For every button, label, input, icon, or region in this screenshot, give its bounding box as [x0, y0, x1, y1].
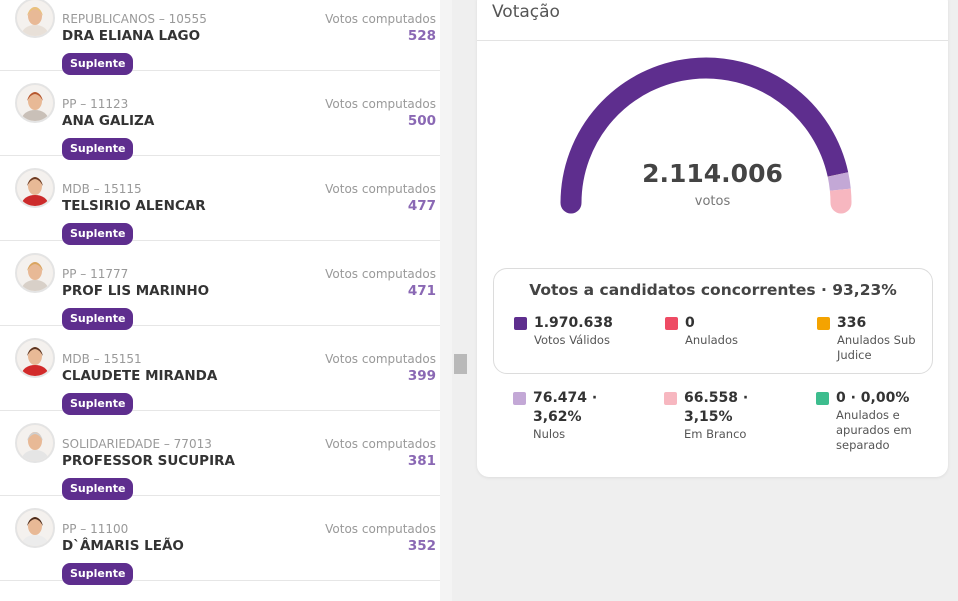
scrollbar-thumb[interactable] [454, 354, 467, 374]
candidate-name: PROF LIS MARINHO [62, 283, 210, 299]
gauge [560, 57, 852, 214]
legend-swatch [514, 317, 527, 330]
legend-label: Em Branco [684, 427, 747, 441]
vote-card: Votação 2.114.006 votos Votos a candidat… [477, 0, 948, 477]
avatar-image [17, 340, 53, 376]
legend-label: Anulados [685, 333, 739, 347]
votes-count: 471 [407, 283, 436, 299]
status-badge: Suplente [62, 223, 134, 245]
party: MDB – 15151 [62, 352, 142, 366]
candidate-name: TELSIRIO ALENCAR [62, 198, 206, 214]
avatar-image [17, 85, 53, 121]
party: MDB – 15115 [62, 182, 142, 196]
votes-count: 500 [407, 113, 436, 129]
legend-value: 0 [685, 315, 695, 331]
legend-value: 0 · 0,00% [836, 390, 910, 406]
avatar-image [17, 425, 53, 461]
legend-item: 336 Anulados Sub Judice [817, 314, 927, 363]
votes-label: Votos computados [325, 352, 436, 366]
candidate-row[interactable]: MDB – 15115 TELSIRIO ALENCAR Suplente Votos… [0, 155, 440, 245]
legend-swatch [816, 392, 829, 405]
avatar [15, 253, 55, 293]
summary-title: Votos a candidatos concorrentes · 93,23% [529, 281, 897, 299]
party: PP – 11123 [62, 97, 129, 111]
gauge-segment [560, 57, 849, 204]
votes-label: Votos computados [325, 522, 436, 536]
avatar [15, 168, 55, 208]
card-title: Votação [492, 2, 560, 22]
candidate-name: PROFESSOR SUCUPIRA [62, 453, 235, 469]
legend-value: 66.558 · 3,15% [684, 390, 749, 425]
votes-count: 477 [407, 198, 436, 214]
status-badge: Suplente [62, 53, 134, 75]
votes-label: Votos computados [325, 12, 436, 26]
legend-swatch [817, 317, 830, 330]
total-unit: votos [694, 194, 731, 209]
votes-count: 381 [407, 453, 436, 469]
avatar [15, 508, 55, 548]
status-badge: Suplente [62, 478, 134, 500]
status-badge: Suplente [62, 308, 134, 330]
candidate-row[interactable]: PP – 11777 PROF LIS MARINHO Suplente Votos … [0, 240, 440, 330]
status-badge: Suplente [62, 563, 134, 585]
candidate-name: DRA ELIANA LAGO [62, 28, 201, 44]
legend-swatch [513, 392, 526, 405]
gauge-cap [830, 192, 852, 214]
avatar-image [17, 510, 53, 546]
party: PP – 11100 [62, 522, 129, 536]
votes-count: 399 [407, 368, 436, 384]
candidate-row[interactable]: REPUBLICANOS – 10555 DRA ELIANA LAGO Suple… [0, 0, 440, 75]
candidate-row[interactable]: PP – 11123 ANA GALIZA Suplente Votos comput… [0, 70, 440, 160]
legend-item: 66.558 · 3,15% Em Branco [664, 389, 774, 442]
candidate-row[interactable]: MDB – 15151 CLAUDETE MIRANDA Suplente Votos… [0, 325, 440, 415]
candidate-name: D`ÂMARIS LEÃO [62, 538, 184, 554]
avatar-image [17, 170, 53, 206]
legend-label: Nulos [533, 427, 566, 441]
gauge-cap [560, 192, 582, 214]
avatar-image [17, 0, 53, 36]
party: PP – 11777 [62, 267, 129, 281]
candidate-row[interactable]: SOLIDARIEDADE – 77013 PROFESSOR SUCUPIRA S… [0, 410, 440, 500]
candidate-list: REPUBLICANOS – 10555 DRA ELIANA LAGO Suple… [0, 0, 440, 601]
votes-label: Votos computados [325, 437, 436, 451]
votes-label: Votos computados [325, 182, 436, 196]
candidate-name: CLAUDETE MIRANDA [62, 368, 218, 384]
scrollbar-track [440, 0, 452, 601]
candidate-row[interactable]: PP – 11100 D`ÂMARIS LEÃO Suplente Votos com… [0, 495, 440, 585]
legend-value: 1.970.638 [534, 315, 613, 331]
legend-value: 336 [837, 315, 867, 331]
candidate-name: ANA GALIZA [62, 113, 155, 129]
status-badge: Suplente [62, 393, 134, 415]
legend-value: 76.474 · 3,62% [533, 390, 598, 425]
gauge-segment [827, 172, 851, 191]
legend-swatch [665, 317, 678, 330]
party: REPUBLICANOS – 10555 [62, 12, 207, 26]
avatar [15, 338, 55, 378]
avatar [15, 423, 55, 463]
legend-item: 1.970.638 Votos Válidos [514, 314, 624, 348]
separator [477, 40, 948, 41]
votes-count: 528 [407, 28, 436, 44]
legend-item: 0 Anulados [665, 314, 775, 348]
legend-label: Anulados Sub Judice [837, 333, 916, 362]
votes-count: 352 [407, 538, 436, 554]
avatar-image [17, 255, 53, 291]
votes-label: Votos computados [325, 267, 436, 281]
summary-box: Votos a candidatos concorrentes · 93,23%… [493, 268, 933, 374]
legend-item: 0 · 0,00% Anulados e apurados em separado [816, 389, 926, 453]
total-votes: 2.114.006 [642, 159, 783, 188]
legend-swatch [664, 392, 677, 405]
votes-label: Votos computados [325, 97, 436, 111]
avatar [15, 0, 55, 38]
status-badge: Suplente [62, 138, 134, 160]
legend-label: Votos Válidos [534, 333, 610, 347]
party: SOLIDARIEDADE – 77013 [62, 437, 212, 451]
legend-item: 76.474 · 3,62% Nulos [513, 389, 623, 442]
legend-label: Anulados e apurados em separado [836, 408, 912, 452]
avatar [15, 83, 55, 123]
